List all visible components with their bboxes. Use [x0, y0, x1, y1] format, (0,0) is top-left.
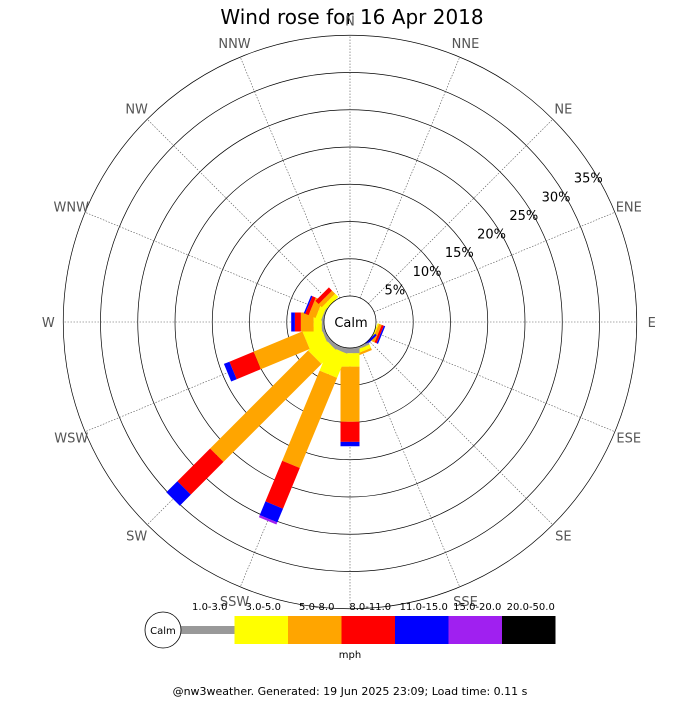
bar-sw-bin-5	[166, 481, 191, 506]
ring-label-4: 20%	[477, 228, 506, 243]
bar-wsw-bin-3	[253, 331, 310, 370]
spoke-ese	[373, 331, 616, 433]
legend-swatch-7	[502, 616, 556, 644]
direction-label-n: N	[345, 14, 355, 29]
legend-swatch-6	[448, 616, 502, 644]
ring-labels: 5% 10%15%20%25% 30%35%	[384, 172, 602, 299]
direction-label-w: W	[42, 316, 55, 331]
wind-bars	[166, 287, 386, 525]
direction-label-nnw: NNW	[218, 37, 250, 52]
bar-ese-bin-3	[371, 323, 382, 343]
bar-ssw-bin-5	[259, 501, 283, 523]
bar-sw-bin-2	[308, 336, 336, 364]
direction-label-wnw: WNW	[54, 201, 90, 216]
bar-s-bin-3	[340, 366, 360, 422]
direction-label-sw: SW	[126, 529, 147, 544]
calm-circle: Calm	[323, 295, 377, 349]
legend-label-6: 15.0-20.0	[453, 602, 501, 613]
direction-label-ne: NE	[554, 103, 572, 118]
direction-label-ssw: SSW	[220, 595, 250, 610]
grid-ring-4	[174, 146, 526, 498]
spoke-sse	[359, 345, 461, 588]
legend-calm-label: Calm	[150, 626, 176, 637]
ring-label-2: 10%	[413, 265, 442, 280]
spoke-ene	[373, 211, 616, 313]
bar-nw-bin-3	[318, 290, 336, 308]
direction-label-nw: NW	[125, 103, 148, 118]
bar-wsw-bin-5	[223, 361, 237, 382]
calm-circle-shape	[323, 295, 377, 349]
chart-title: Wind rose for 16 Apr 2018	[220, 5, 483, 29]
spoke-nw	[147, 119, 332, 304]
grid-ring-7	[62, 34, 638, 610]
spoke-nne	[359, 56, 461, 299]
legend-swatch-3	[288, 616, 342, 644]
ring-label-6: 30%	[542, 190, 571, 205]
bar-sw-bin-3	[210, 350, 322, 462]
legend-label-1: 1.0-3.0	[192, 602, 227, 613]
ring-label-7: 35%	[574, 172, 603, 187]
bar-ese-bin-4	[374, 324, 384, 344]
legend-unit: mph	[339, 650, 361, 661]
direction-labels: NNNENEENEEESESESSESSSWSWWSWWWNWNWNNW	[42, 14, 656, 633]
bar-wsw-bin-4	[229, 351, 261, 380]
bar-sw-bin-4	[177, 448, 224, 495]
bar-s-bin-4	[340, 421, 360, 442]
spoke-wnw	[84, 211, 327, 313]
bar-s-bin-5	[340, 441, 360, 447]
spoke-se	[368, 340, 553, 525]
bar-ssw-bin-6	[258, 515, 278, 525]
legend-label-7: 20.0-50.0	[507, 602, 555, 613]
bar-w-bin-3	[300, 312, 314, 332]
legend-swatch-2	[234, 616, 288, 644]
legend-label-4: 8.0-11.0	[349, 602, 391, 613]
calm-label: Calm	[334, 316, 367, 331]
direction-label-ene: ENE	[616, 201, 642, 216]
legend-swatch-4	[341, 616, 395, 644]
spoke-ne	[368, 119, 553, 304]
bar-wnw-bin-5	[303, 295, 313, 314]
legend-calm-circle	[144, 611, 182, 649]
direction-label-ese: ESE	[616, 431, 641, 446]
ring-label-1: 5%	[384, 283, 405, 298]
bar-w-bin-4	[294, 312, 301, 332]
bar-nw-bin-4	[315, 287, 332, 304]
bar-ssw-bin-3	[282, 370, 338, 468]
bar-w-bin-5	[291, 312, 295, 332]
legend-label-5: 11.0-15.0	[400, 602, 448, 613]
direction-label-se: SE	[555, 529, 571, 544]
legend-swatch-1	[181, 626, 235, 634]
bar-ese-bin-5	[376, 325, 386, 344]
spoke-nnw	[239, 56, 341, 299]
bar-ssw-bin-4	[265, 460, 300, 509]
legend-label-2: 3.0-5.0	[246, 602, 281, 613]
footer-text: @nw3weather. Generated: 19 Jun 2025 23:0…	[173, 685, 528, 698]
ring-label-5: 25%	[509, 209, 538, 224]
direction-label-wsw: WSW	[54, 431, 88, 446]
bar-nw-bin-2	[321, 293, 339, 311]
speed-legend: 1.0-3.0 3.0-5.0 5.0-8.0 8.0-11.0 11.0-15.0 15…	[144, 602, 556, 649]
legend-swatch-5	[395, 616, 449, 644]
direction-label-e: E	[648, 316, 656, 331]
bar-wnw-bin-4	[305, 296, 316, 316]
direction-label-sse: SSE	[453, 595, 478, 610]
ring-label-3: 15%	[445, 246, 474, 261]
direction-label-nne: NNE	[452, 37, 480, 52]
legend-label-3: 5.0-8.0	[299, 602, 334, 613]
